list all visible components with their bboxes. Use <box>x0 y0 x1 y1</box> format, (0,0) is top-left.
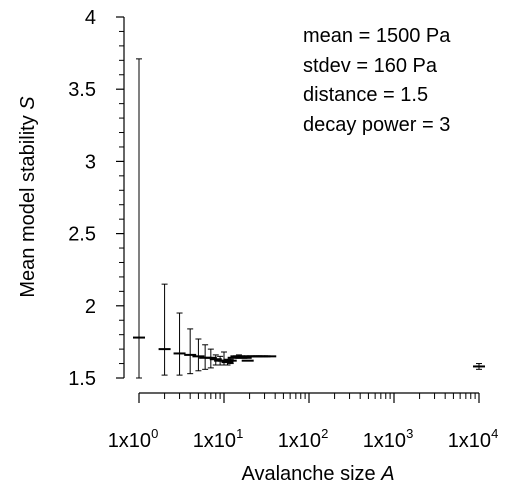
data-point <box>473 363 485 370</box>
x-axis-title-text: Avalanche size <box>241 463 381 485</box>
x-tick-label: 1x103 <box>363 426 414 452</box>
x-tick-label-base: 1x10 <box>108 430 151 452</box>
annotation-stdev: stdev = 160 Pa <box>303 55 438 77</box>
y-tick-label: 1.5 <box>68 368 96 390</box>
x-tick-label: 1x102 <box>278 426 329 452</box>
y-tick-label: 2 <box>85 296 96 318</box>
x-ticks: 1x100 1x101 1x102 1x103 1x104 <box>108 393 499 452</box>
x-tick-label-base: 1x10 <box>278 430 321 452</box>
annotation-decay-power: decay power = 3 <box>303 114 450 136</box>
x-tick-label-base: 1x10 <box>363 430 406 452</box>
x-axis-title-variable: A <box>380 463 394 485</box>
data-marks <box>133 58 485 379</box>
x-axis-title: Avalanche size A <box>241 463 394 485</box>
y-axis-title-variable: S <box>17 96 39 110</box>
x-tick-label-exponent: 3 <box>406 426 413 441</box>
y-axis-title: Mean model stability S <box>17 96 39 298</box>
data-point <box>192 338 205 372</box>
x-tick-label-exponent: 4 <box>491 426 498 441</box>
x-tick-label-exponent: 0 <box>151 426 158 441</box>
data-point <box>173 312 186 376</box>
data-point <box>224 358 237 365</box>
y-tick-label: 4 <box>85 7 96 29</box>
x-tick-label-exponent: 1 <box>236 426 243 441</box>
x-tick-label-base: 1x10 <box>448 430 491 452</box>
data-point <box>133 58 145 379</box>
y-tick-label: 3 <box>85 151 96 173</box>
data-point <box>158 283 171 376</box>
y-tick-label: 2.5 <box>68 224 96 246</box>
y-axis-title-text: Mean model stability <box>17 110 39 298</box>
x-tick-label-exponent: 2 <box>321 426 328 441</box>
data-point <box>184 328 197 375</box>
y-tick-label: 3.5 <box>68 79 96 101</box>
y-ticks: 1.5 2 2.5 3 3.5 4 <box>68 7 124 390</box>
annotation-distance: distance = 1.5 <box>303 84 428 106</box>
x-tick-label-base: 1x10 <box>193 430 236 452</box>
x-tick-label: 1x100 <box>108 426 159 452</box>
x-tick-label: 1x104 <box>448 426 499 452</box>
annotation-box: mean = 1500 Pa stdev = 160 Pa distance =… <box>303 25 451 136</box>
annotation-mean: mean = 1500 Pa <box>303 25 451 47</box>
x-tick-label: 1x101 <box>193 426 244 452</box>
